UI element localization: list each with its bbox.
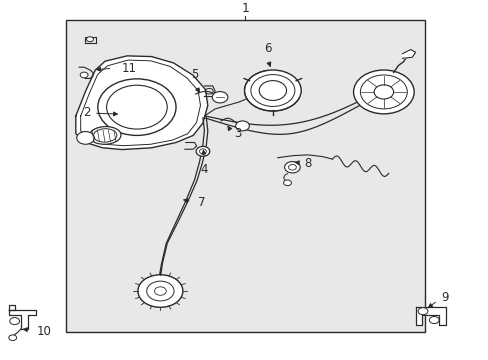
Text: 11: 11 (121, 62, 136, 75)
Circle shape (244, 70, 301, 111)
Polygon shape (76, 56, 207, 149)
Circle shape (212, 91, 227, 103)
Circle shape (10, 318, 20, 325)
Circle shape (353, 70, 413, 114)
Polygon shape (415, 307, 445, 325)
Circle shape (284, 162, 300, 173)
Text: 6: 6 (264, 42, 271, 55)
Circle shape (9, 335, 17, 341)
Text: 10: 10 (37, 324, 51, 338)
Text: 5: 5 (190, 68, 198, 81)
Circle shape (98, 79, 176, 135)
Circle shape (86, 37, 93, 42)
Polygon shape (9, 310, 36, 329)
Circle shape (235, 121, 249, 131)
Circle shape (80, 72, 88, 78)
Circle shape (417, 308, 427, 315)
Circle shape (283, 180, 291, 186)
Ellipse shape (89, 127, 121, 144)
Polygon shape (9, 305, 15, 310)
Text: 8: 8 (304, 157, 311, 170)
Bar (66, 21, 425, 332)
Circle shape (77, 131, 94, 144)
Circle shape (196, 147, 209, 156)
Text: 2: 2 (83, 106, 91, 119)
Circle shape (428, 316, 438, 324)
Text: 9: 9 (440, 291, 447, 303)
Text: 1: 1 (241, 2, 249, 15)
Text: 7: 7 (198, 196, 205, 209)
Text: 4: 4 (200, 163, 208, 176)
Circle shape (138, 275, 183, 307)
Polygon shape (402, 49, 415, 58)
Text: 3: 3 (233, 127, 241, 140)
